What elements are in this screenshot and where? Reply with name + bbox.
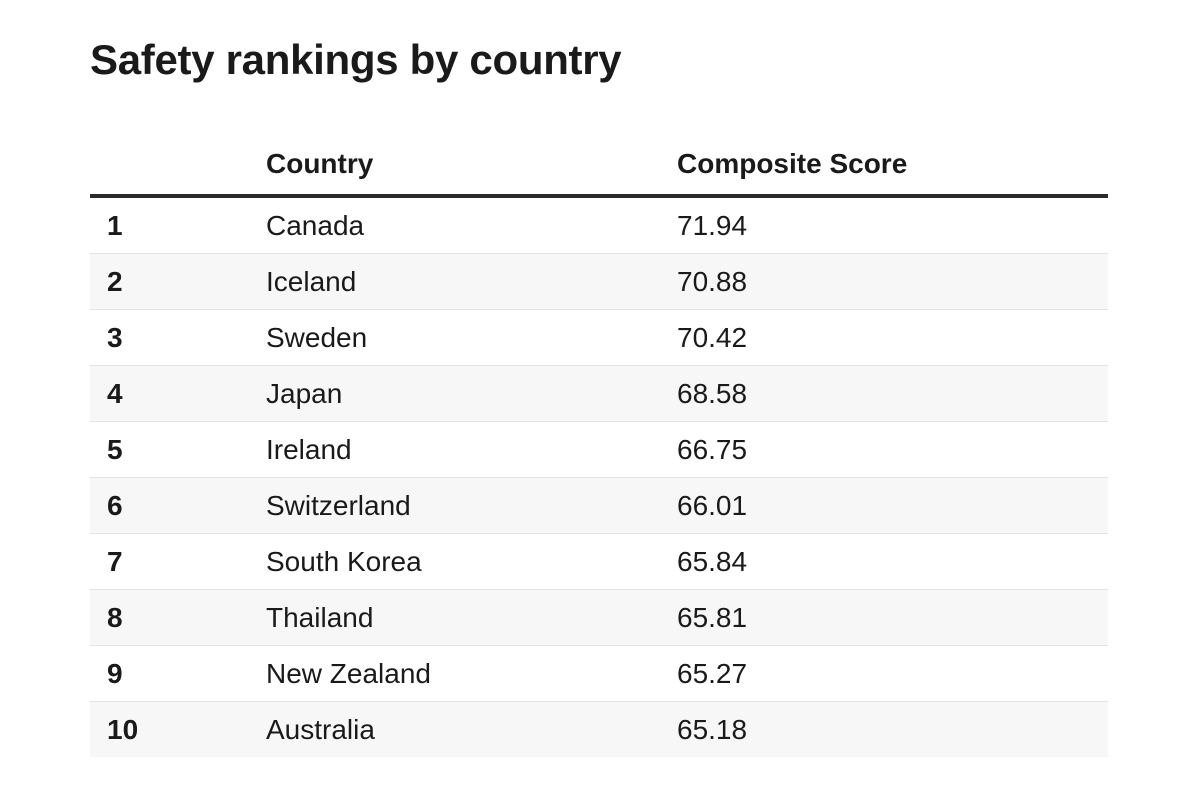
table-row: 9 New Zealand 65.27 [90,645,1108,702]
table-header: Country Composite Score [90,134,1108,198]
country-cell: Switzerland [266,477,677,534]
score-cell: 65.27 [677,645,1108,702]
country-cell: Canada [266,196,677,254]
score-cell: 68.58 [677,365,1108,422]
rank-cell: 4 [90,365,266,422]
table-row: 4 Japan 68.58 [90,365,1108,422]
page-title: Safety rankings by country [90,36,622,83]
rank-cell: 2 [90,253,266,310]
header-composite-score: Composite Score [677,134,1108,198]
score-cell: 66.01 [677,477,1108,534]
score-cell: 70.42 [677,309,1108,366]
table-row: 3 Sweden 70.42 [90,309,1108,366]
score-cell: 70.88 [677,253,1108,310]
country-cell: Sweden [266,309,677,366]
rank-cell: 8 [90,589,266,646]
score-cell: 65.18 [677,701,1108,757]
table-row: 6 Switzerland 66.01 [90,477,1108,534]
country-cell: Iceland [266,253,677,310]
table-row: 8 Thailand 65.81 [90,589,1108,646]
header-rank [90,134,266,198]
table-row: 7 South Korea 65.84 [90,533,1108,590]
header-country: Country [266,134,677,198]
rank-cell: 3 [90,309,266,366]
score-cell: 65.81 [677,589,1108,646]
rank-cell: 6 [90,477,266,534]
rank-cell: 5 [90,421,266,478]
rank-cell: 9 [90,645,266,702]
header-row: Country Composite Score [90,134,1108,198]
country-cell: South Korea [266,533,677,590]
table-body: 1 Canada 71.94 2 Iceland 70.88 3 Sweden 70.42 4 Ja… [90,196,1108,757]
country-cell: Thailand [266,589,677,646]
table-row: 10 Australia 65.18 [90,701,1108,757]
score-cell: 66.75 [677,421,1108,478]
country-cell: Australia [266,701,677,757]
rank-cell: 10 [90,701,266,757]
rank-cell: 1 [90,196,266,254]
score-cell: 71.94 [677,196,1108,254]
score-cell: 65.84 [677,533,1108,590]
country-cell: New Zealand [266,645,677,702]
rankings-table: Country Composite Score 1 Canada 71.94 2 Ice… [90,134,1108,757]
table-row: 1 Canada 71.94 [90,196,1108,254]
rank-cell: 7 [90,533,266,590]
table-row: 2 Iceland 70.88 [90,253,1108,310]
country-cell: Japan [266,365,677,422]
table-row: 5 Ireland 66.75 [90,421,1108,478]
country-cell: Ireland [266,421,677,478]
